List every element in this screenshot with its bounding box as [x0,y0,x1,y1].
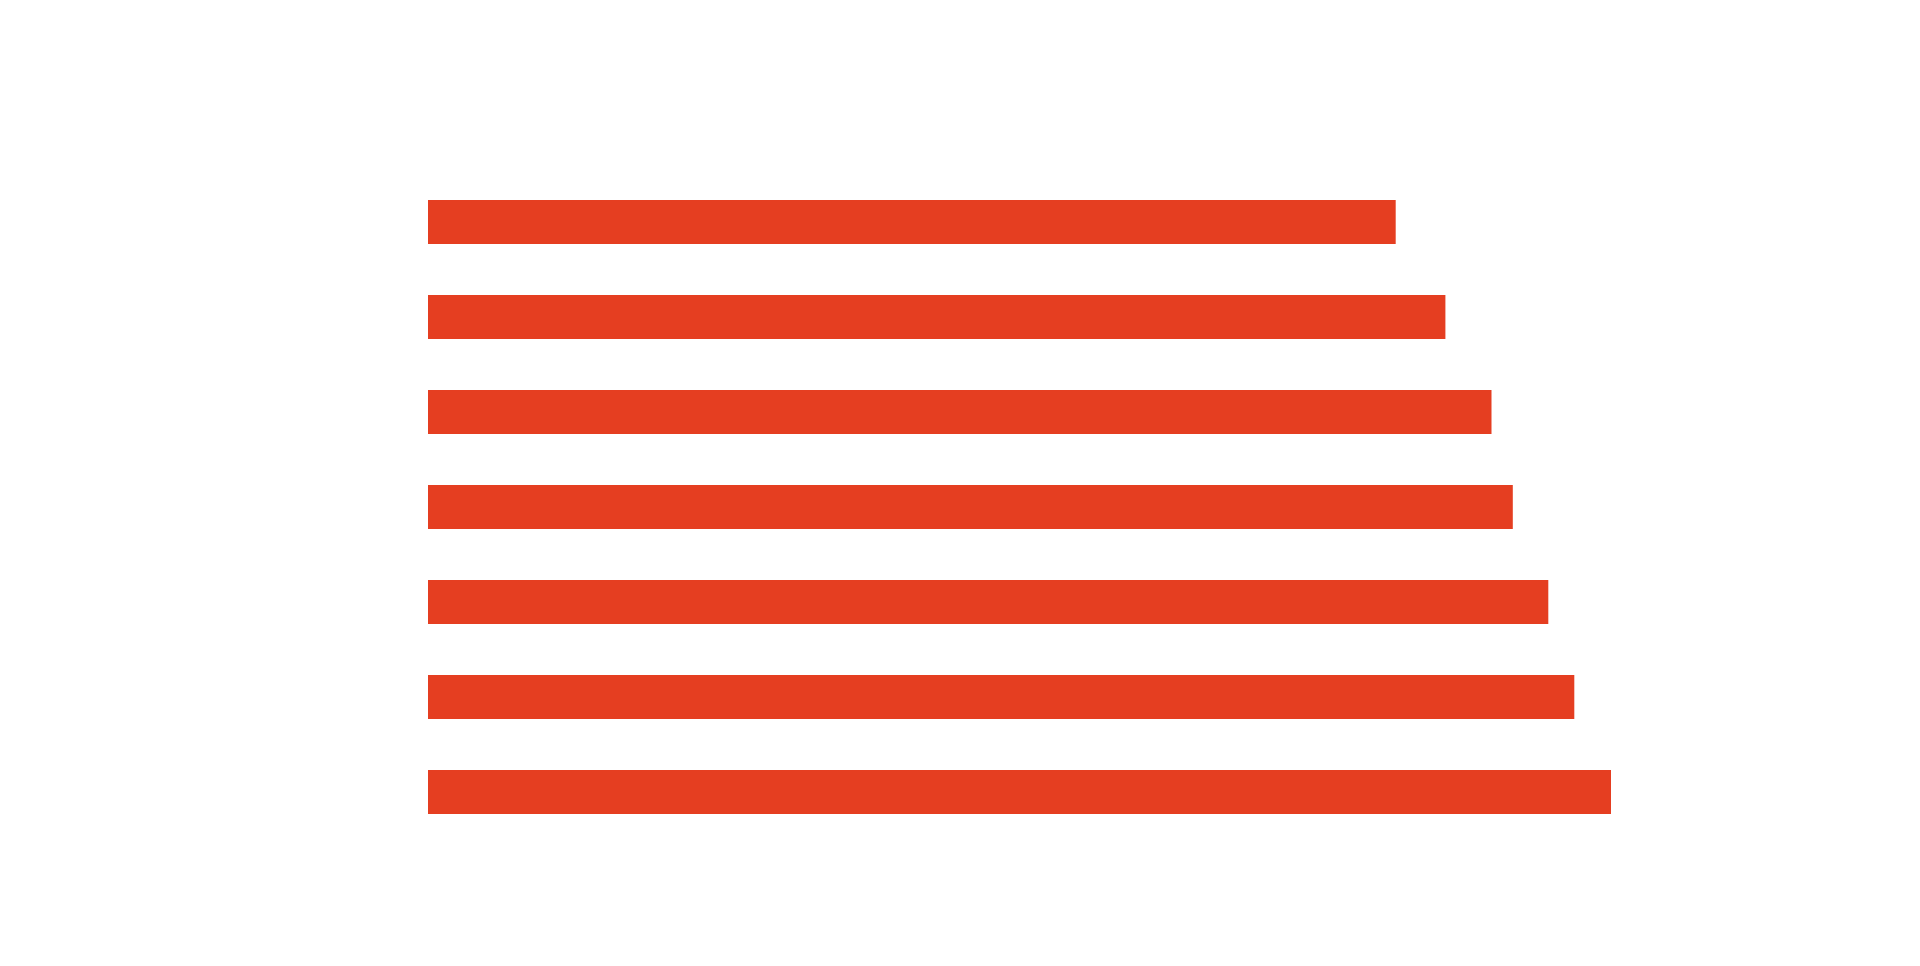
bar-2 [428,295,1446,339]
bars-group [428,200,1611,814]
bar-3 [428,390,1492,434]
bar-7 [428,770,1611,814]
bar-1 [428,200,1396,244]
bar-4 [428,485,1513,529]
bar-5 [428,580,1549,624]
bar-6 [428,675,1575,719]
